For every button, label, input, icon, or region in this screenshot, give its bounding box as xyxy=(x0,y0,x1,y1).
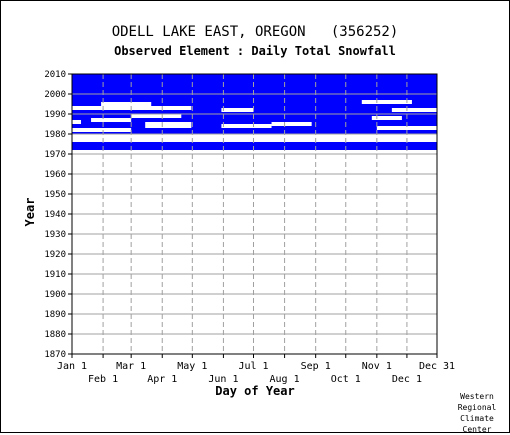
y-tick-label: 2000 xyxy=(44,90,66,100)
y-tick-label: 1950 xyxy=(44,190,66,200)
record-band xyxy=(72,126,437,134)
missing-gap xyxy=(91,118,132,122)
y-tick-label: 1900 xyxy=(44,290,66,300)
chart-subtitle: Observed Element : Daily Total Snowfall xyxy=(114,44,396,58)
x-tick-label: Jul 1 xyxy=(238,361,268,372)
x-tick-label: May 1 xyxy=(177,361,207,372)
y-tick-label: 1970 xyxy=(44,150,66,160)
x-tick-label: Apr 1 xyxy=(147,374,177,385)
y-tick-label: 1920 xyxy=(44,250,66,260)
credit-line: Western xyxy=(460,392,494,401)
x-tick-label: Dec 1 xyxy=(392,374,422,385)
missing-gap xyxy=(221,108,254,112)
missing-gap xyxy=(391,108,437,112)
x-axis-label: Day of Year xyxy=(215,384,294,398)
credit-line: Regional xyxy=(457,403,497,412)
y-tick-label: 1910 xyxy=(44,270,66,280)
chart-title: ODELL LAKE EAST, OREGON (356252) xyxy=(111,24,399,40)
missing-gap xyxy=(361,100,412,104)
x-tick-label: Nov 1 xyxy=(362,361,392,372)
axes-layer: 1870 1880 1890 1900 1910 1920 1930 1940 1950 1960… xyxy=(44,70,455,385)
missing-gap xyxy=(371,116,402,120)
x-tick-label: Jun 1 xyxy=(208,374,238,385)
x-tick-label: Feb 1 xyxy=(88,374,118,385)
missing-gap xyxy=(72,120,82,124)
missing-gap xyxy=(72,134,437,142)
y-tick-label: 1990 xyxy=(44,110,66,120)
x-tick-label: Dec 31 xyxy=(419,361,455,372)
y-tick-label: 1870 xyxy=(44,350,66,360)
y-tick-label: 1880 xyxy=(44,330,66,340)
wrcc-credit: Western Regional Climate Center xyxy=(447,391,507,435)
y-tick-label: 1930 xyxy=(44,230,66,240)
x-tick-label: Sep 1 xyxy=(301,361,331,372)
missing-gap xyxy=(72,128,132,132)
missing-gap xyxy=(376,126,437,130)
record-band xyxy=(72,120,437,126)
y-tick-label: 1960 xyxy=(44,170,66,180)
missing-gap xyxy=(271,122,312,126)
missing-gap xyxy=(145,122,192,128)
y-axis-label: Year xyxy=(23,198,37,227)
missing-gap xyxy=(101,102,152,106)
missing-gap xyxy=(221,124,272,128)
x-tick-label: Oct 1 xyxy=(331,374,361,385)
credit-line: Center xyxy=(462,425,492,434)
y-tick-label: 1940 xyxy=(44,210,66,220)
record-band xyxy=(72,142,437,146)
record-band xyxy=(72,146,437,150)
x-tick-label: Aug 1 xyxy=(270,374,300,385)
y-tick-label: 2010 xyxy=(44,70,66,80)
data-layer xyxy=(72,74,437,150)
missing-gap xyxy=(72,106,192,110)
x-tick-label: Jan 1 xyxy=(57,361,87,372)
missing-gap xyxy=(131,114,182,118)
credit-line: Climate xyxy=(460,414,494,423)
y-tick-label: 1980 xyxy=(44,130,66,140)
record-band xyxy=(72,110,437,120)
y-tick-label: 1890 xyxy=(44,310,66,320)
x-tick-label: Mar 1 xyxy=(116,361,146,372)
